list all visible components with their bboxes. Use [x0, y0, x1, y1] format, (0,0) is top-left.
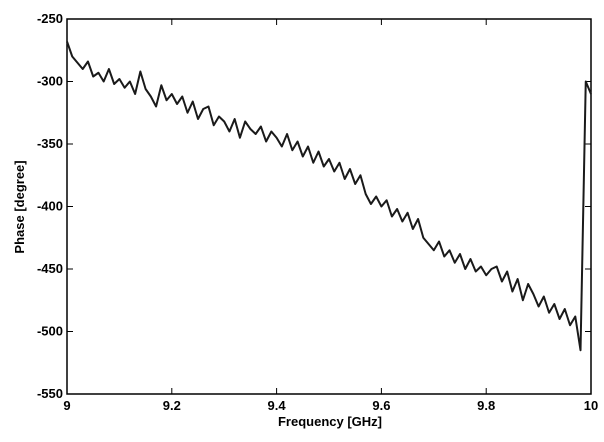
y-tick-label: -500 [37, 324, 63, 339]
x-tick-label: 9.6 [372, 398, 390, 413]
y-tick-label: -300 [37, 74, 63, 89]
x-tick-label: 9.4 [268, 398, 287, 413]
plot-area [66, 18, 592, 395]
x-axis-label: Frequency [GHz] [278, 414, 382, 429]
y-tick-label: -450 [37, 261, 63, 276]
x-tick-label: 9.8 [477, 398, 495, 413]
y-tick-label: -400 [37, 199, 63, 214]
x-tick-label: 9 [63, 398, 70, 413]
y-tick-label: -550 [37, 386, 63, 401]
x-tick-label: 10 [584, 398, 598, 413]
x-tick-label: 9.2 [163, 398, 181, 413]
data-line [66, 41, 592, 352]
y-axis-label: Phase [degree] [12, 160, 27, 253]
y-tick-label: -350 [37, 136, 63, 151]
y-tick-label: -250 [37, 11, 63, 26]
